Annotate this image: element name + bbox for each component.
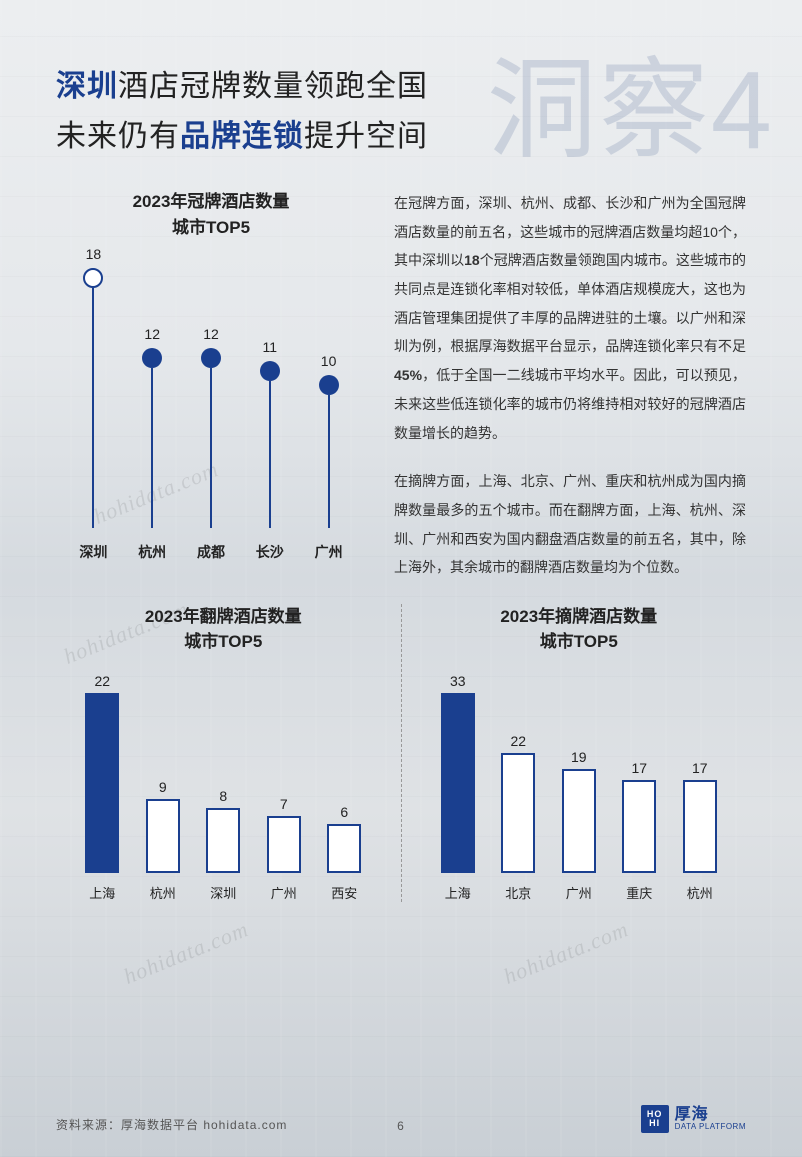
category-label: 深圳 <box>193 883 254 902</box>
bar-item: 6 <box>314 804 375 873</box>
bar-item: 22 <box>488 733 549 873</box>
lollipop-dot <box>201 348 221 368</box>
category-label: 深圳 <box>64 542 123 562</box>
category-label: 杭州 <box>133 883 194 902</box>
logo-text-cn: 厚海 <box>675 1106 746 1124</box>
data-value: 11 <box>263 339 278 355</box>
chart-title: 2023年摘牌酒店数量 城市TOP5 <box>424 604 735 655</box>
bar-rect <box>267 816 301 873</box>
data-value: 12 <box>144 326 160 342</box>
bar-chart-rebrand: 2023年翻牌酒店数量 城市TOP5 22 9 8 7 6 上海杭州深圳广州西安 <box>56 604 402 902</box>
category-label: 北京 <box>488 883 549 902</box>
bar-rect <box>622 780 656 873</box>
bar-rect <box>683 780 717 873</box>
data-value: 19 <box>571 749 587 765</box>
chart-title: 2023年冠牌酒店数量 城市TOP5 <box>56 189 366 240</box>
data-value: 10 <box>321 353 337 369</box>
lollipop-dot <box>83 268 103 288</box>
headline-text: 提升空间 <box>304 120 428 153</box>
data-value: 12 <box>203 326 219 342</box>
bar-rect <box>501 753 535 873</box>
page-number: 6 <box>397 1119 405 1133</box>
data-value: 22 <box>510 733 526 749</box>
bar-item: 17 <box>670 760 731 873</box>
lollipop-dot <box>142 348 162 368</box>
lollipop-stick <box>151 368 153 528</box>
footer-source: 资料来源：厚海数据平台 hohidata.com <box>56 1116 287 1133</box>
bar-item: 19 <box>549 749 610 873</box>
bar-item: 7 <box>254 796 315 873</box>
headline-text: 酒店冠牌数量领跑全国 <box>118 70 428 103</box>
category-label: 成都 <box>182 542 241 562</box>
lollipop-stick <box>269 381 271 528</box>
bar-rect <box>562 769 596 873</box>
lollipop-chart: 2023年冠牌酒店数量 城市TOP5 18 12 12 11 10 深圳杭州成都长沙广州 <box>56 189 366 562</box>
brand-logo: HO HI 厚海 DATA PLATFORM <box>641 1105 746 1133</box>
category-label: 重庆 <box>609 883 670 902</box>
category-label: 广州 <box>299 542 358 562</box>
headline-emphasis: 品牌连锁 <box>180 120 304 153</box>
data-value: 7 <box>280 796 288 812</box>
lollipop-item: 12 <box>123 326 182 528</box>
bar-rect <box>85 693 119 873</box>
lollipop-stick <box>328 395 330 528</box>
lollipop-dot <box>260 361 280 381</box>
bar-item: 22 <box>72 673 133 873</box>
lollipop-dot <box>319 375 339 395</box>
headline-emphasis: 深圳 <box>56 70 118 103</box>
category-label: 广州 <box>254 883 315 902</box>
bar-rect <box>327 824 361 873</box>
data-value: 8 <box>219 788 227 804</box>
category-label: 上海 <box>428 883 489 902</box>
category-label: 广州 <box>549 883 610 902</box>
category-label: 杭州 <box>670 883 731 902</box>
bar-item: 9 <box>133 779 194 873</box>
data-value: 33 <box>450 673 466 689</box>
data-value: 17 <box>692 760 708 776</box>
category-label: 杭州 <box>123 542 182 562</box>
headline: 深圳酒店冠牌数量领跑全国 未来仍有品牌连锁提升空间 <box>56 62 746 161</box>
bar-rect <box>146 799 180 873</box>
emphasis-number: 18 <box>464 252 480 268</box>
bar-chart-delist: 2023年摘牌酒店数量 城市TOP5 33 22 19 17 17 上海北京广州重庆杭州 <box>402 604 747 902</box>
lollipop-stick <box>92 288 94 528</box>
page-footer: 资料来源：厚海数据平台 hohidata.com 6 HO HI 厚海 DATA… <box>56 1105 746 1133</box>
chart-title: 2023年翻牌酒店数量 城市TOP5 <box>68 604 379 655</box>
lollipop-item: 11 <box>240 339 299 528</box>
lollipop-stick <box>210 368 212 528</box>
data-value: 6 <box>340 804 348 820</box>
data-value: 9 <box>159 779 167 795</box>
logo-text-en: DATA PLATFORM <box>675 1123 746 1132</box>
lollipop-item: 12 <box>182 326 241 528</box>
bar-item: 8 <box>193 788 254 873</box>
emphasis-number: 45% <box>394 367 422 383</box>
category-label: 上海 <box>72 883 133 902</box>
headline-text: 未来仍有 <box>56 120 180 153</box>
data-value: 22 <box>94 673 110 689</box>
category-label: 西安 <box>314 883 375 902</box>
category-label: 长沙 <box>240 542 299 562</box>
lollipop-item: 18 <box>64 246 123 528</box>
logo-mark-icon: HO HI <box>641 1105 669 1133</box>
data-value: 17 <box>631 760 647 776</box>
bar-item: 33 <box>428 673 489 873</box>
bar-rect <box>206 808 240 873</box>
bar-rect <box>441 693 475 873</box>
bar-item: 17 <box>609 760 670 873</box>
lollipop-item: 10 <box>299 353 358 528</box>
body-paragraphs: 在冠牌方面，深圳、杭州、成都、长沙和广州为全国冠牌酒店数量的前五名，这些城市的冠… <box>394 189 746 582</box>
data-value: 18 <box>86 246 102 262</box>
